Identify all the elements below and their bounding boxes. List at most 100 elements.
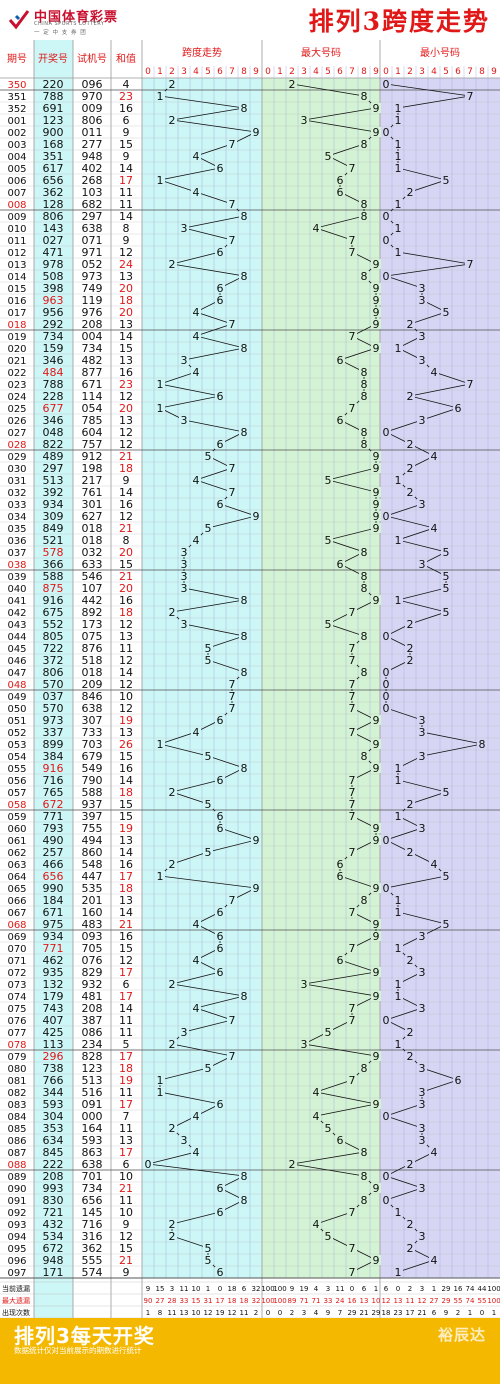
span-stat-value: 10 [192,1285,201,1293]
draw-cell: 578 [43,546,64,559]
span-point-bg [239,271,249,281]
max-point-bg [299,979,309,989]
period-cell: 079 [7,1052,26,1063]
max-digit-header: 4 [313,67,319,77]
max-stat-value: 0 [266,1309,270,1317]
min-point: 3 [419,354,426,367]
span-point-bg [239,343,249,353]
min-point-bg [417,559,427,569]
span-point: 4 [193,366,200,379]
span-point-bg [227,679,237,689]
span-point: 6 [217,246,224,259]
max-point-bg [347,691,357,701]
span-point-bg [239,991,249,1001]
period-cell: 059 [7,812,26,823]
sum-cell: 23 [119,378,133,391]
draw-cell: 208 [43,1170,64,1183]
sum-cell: 12 [119,246,133,259]
sum-cell: 15 [119,942,133,955]
span-point-bg [203,1255,213,1265]
span-point: 8 [241,342,248,355]
min-stat-value: 6 [432,1309,437,1317]
span-point: 7 [229,894,236,907]
min-point: 1 [395,942,402,955]
span-point: 6 [217,1266,224,1279]
min-trend-line [384,83,483,1273]
span-point: 4 [193,150,200,163]
draw-cell: 656 [43,870,64,883]
draw-cell: 716 [43,774,64,787]
span-point: 1 [157,174,164,187]
test-cell: 860 [82,846,103,859]
max-point-bg [335,415,345,425]
sum-cell: 11 [119,1122,133,1135]
period-cell: 002 [7,128,26,139]
test-cell: 937 [82,798,103,811]
test-cell: 052 [82,258,103,271]
sum-cell: 17 [119,174,133,187]
period-cell: 087 [7,1148,26,1159]
span-point-bg [191,1003,201,1013]
period-cell: 070 [7,944,26,955]
min-point-bg [417,1183,427,1193]
draw-cell: 304 [43,1110,64,1123]
min-point-bg [393,199,403,209]
max-point: 9 [373,762,380,775]
test-cell: 548 [82,858,103,871]
min-point: 3 [419,750,426,763]
span-point-bg [203,451,213,461]
sum-cell: 11 [119,1014,133,1027]
span-point: 7 [229,702,236,715]
min-point: 7 [467,258,474,271]
max-point-bg [371,127,381,137]
max-point: 3 [301,978,308,991]
span-point: 7 [229,318,236,331]
sum-cell: 6 [123,978,130,991]
draw-cell: 168 [43,138,64,151]
sum-cell: 11 [119,1086,133,1099]
min-point-bg [417,331,427,341]
span-point: 1 [157,1074,164,1087]
test-cell: 054 [82,402,103,415]
max-point-bg [323,475,333,485]
sum-cell: 8 [123,222,130,235]
min-digit-header: 7 [467,67,473,77]
max-point-bg [311,1219,321,1229]
max-point: 9 [373,510,380,523]
span-point: 4 [193,1002,200,1015]
span-trend-line [147,83,258,1273]
span-point: 1 [157,738,164,751]
sum-cell: 9 [123,1266,130,1279]
span-point: 9 [253,510,260,523]
span-point: 3 [181,570,188,583]
min-point-bg [381,835,391,845]
sum-cell: 21 [119,570,133,583]
test-cell: 973 [82,270,103,283]
min-stat-value: 44 [478,1285,487,1293]
span-point-bg [155,175,165,185]
max-point-bg [359,547,369,557]
period-cell: 019 [7,332,26,343]
span-point: 9 [253,126,260,139]
max-point: 7 [349,330,356,343]
test-cell: 604 [82,426,103,439]
min-point-bg [405,1027,415,1037]
min-stat-value: 100 [487,1285,500,1293]
min-point: 2 [407,1050,414,1063]
draw-cell: 113 [43,1038,64,1051]
test-cell: 846 [82,690,103,703]
span-point-bg [215,1183,225,1193]
span-point-bg [191,151,201,161]
span-digit-header: 3 [181,67,187,77]
min-stat-value: 2 [408,1285,412,1293]
span-point: 2 [169,258,176,271]
max-point: 7 [349,1206,356,1219]
page-header: 中国体育彩票 CHINA SPORTS LOTTERY 一 定 中 支 券 团 … [0,0,500,40]
span-point-bg [251,883,261,893]
span-point-bg [251,127,261,137]
max-point-bg [359,427,369,437]
sum-cell: 13 [119,726,133,739]
test-cell: 297 [82,210,103,223]
span-point-bg [155,871,165,881]
